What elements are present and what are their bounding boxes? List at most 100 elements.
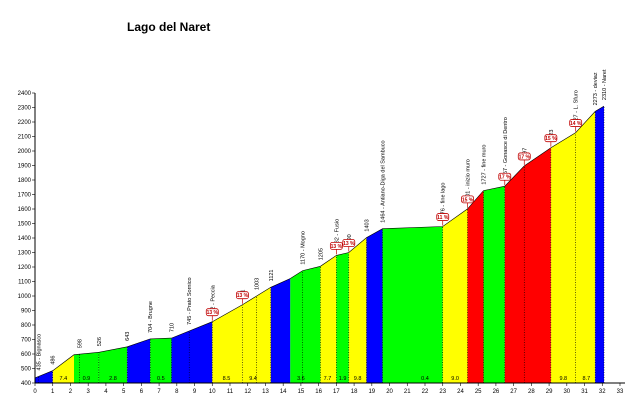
x-tick-label-32: 32 [599, 389, 606, 395]
y-tick-label-2300: 2300 [18, 106, 32, 112]
y-tick-label-400: 400 [21, 381, 32, 387]
x-tick-label-9: 9 [193, 389, 197, 395]
profile-segment-8 [212, 304, 243, 383]
profile-segment-5 [127, 338, 151, 383]
badge-text-7: 17 % [499, 175, 511, 181]
y-tick-label-2100: 2100 [18, 135, 32, 141]
y-tick-label-2200: 2200 [18, 120, 32, 126]
point-label-15: 1282 - Fusio [334, 219, 340, 250]
badge-text-2: 13 % [237, 293, 249, 299]
y-tick-label-1400: 1400 [18, 236, 32, 242]
grade-label-6: 9.4 [249, 376, 257, 382]
grade-label-10: 9.8 [354, 376, 362, 382]
grade-label-3: 2.8 [109, 376, 117, 382]
x-tick-label-18: 18 [351, 389, 358, 395]
profile-segment-10 [270, 278, 291, 383]
x-tick-label-11: 11 [227, 389, 234, 395]
point-label-12: 1121 [269, 269, 275, 281]
profile-segment-4 [98, 346, 128, 383]
grade-label-14: 8.7 [582, 376, 590, 382]
badge-box-8 [517, 152, 531, 161]
badge-box-2 [236, 291, 249, 300]
badge-box-10 [569, 119, 583, 127]
max-grade-badge-2: 13 % [236, 291, 249, 304]
x-tick-label-27: 27 [510, 389, 517, 395]
point-label-7: 710 [169, 323, 175, 332]
y-tick-label-1900: 1900 [18, 164, 32, 170]
x-tick-label-0: 0 [33, 389, 37, 395]
profile-segment-18 [467, 190, 484, 383]
x-tick-label-29: 29 [546, 389, 553, 395]
point-label-17: 1403 [364, 219, 370, 231]
profile-segment-14 [348, 237, 367, 383]
profile-segment-22 [595, 106, 604, 383]
max-grade-badges: 13 %13 %13 % 13 %11 %15 %17 %17 %15 %14 % [205, 119, 583, 321]
x-tick-label-4: 4 [104, 389, 108, 395]
profile-segment-21 [550, 111, 596, 384]
max-grade-badge-6: 15 % [461, 195, 474, 208]
badge-box-9 [544, 134, 558, 143]
x-tick-label-8: 8 [175, 389, 179, 395]
y-tick-label-1200: 1200 [18, 265, 32, 271]
max-grade-badge-5: 11 % [436, 213, 450, 226]
point-label-8: 745 - Prato Sornico [187, 277, 193, 324]
badge-text-9: 15 % [545, 136, 557, 142]
y-tick-label-1000: 1000 [18, 294, 32, 300]
segment-grade-labels: 7.4 0.9 2.8 0.5 8.5 9.4 3.6 7.7 1.9 9.8 0.4 9.0 9.8 8… [60, 376, 591, 382]
grade-label-11: 0.4 [421, 376, 429, 382]
point-label-9: 822 - Peccia [210, 284, 216, 316]
x-tick-label-10: 10 [209, 389, 216, 395]
profile-segment-16 [382, 226, 443, 383]
x-tick-label-6: 6 [140, 389, 144, 395]
y-tick-label-500: 500 [21, 367, 32, 373]
point-label-3: 598 [77, 339, 83, 348]
badge-box-4 [342, 239, 356, 247]
grade-label-8: 7.7 [324, 376, 332, 382]
profile-line [34, 105, 605, 379]
y-tick-label-1500: 1500 [18, 222, 32, 228]
y-tick-label-900: 900 [21, 309, 32, 315]
point-label-4: 526 [97, 337, 103, 346]
x-tick-label-16: 16 [315, 389, 322, 395]
point-label-18: 1464 - Antiano-Diga del Sambuco [381, 140, 387, 222]
point-label-5: 643 [125, 332, 131, 341]
x-tick-label-13: 13 [262, 389, 269, 395]
x-tick-label-7: 7 [157, 389, 161, 395]
point-label-20: 1601 - inizio muro [465, 159, 471, 203]
max-grade-badge-3: 13 % [329, 241, 343, 255]
point-label-2: 486 [51, 355, 57, 364]
grade-label-9: 1.9 [339, 376, 347, 382]
profile-segment-2 [52, 354, 74, 383]
x-tick-label-33: 33 [617, 389, 624, 395]
badge-box-6 [461, 195, 474, 204]
x-tick-label-20: 20 [386, 389, 393, 395]
profile-segment-7 [171, 321, 213, 383]
profile-segment-17 [442, 208, 468, 383]
y-tick-label-1800: 1800 [18, 178, 32, 184]
grade-label-5: 8.5 [223, 376, 231, 382]
badge-text-3: 13 % [331, 244, 343, 250]
grade-label-13: 9.8 [559, 376, 567, 382]
x-tick-label-19: 19 [368, 389, 375, 395]
profile-segment-13 [336, 252, 349, 383]
x-tick-label-23: 23 [439, 389, 446, 395]
grade-label-1: 7.4 [60, 376, 68, 382]
x-tick-label-12: 12 [244, 389, 251, 395]
profile-segment-19 [483, 186, 505, 383]
y-tick-label-700: 700 [21, 338, 32, 344]
x-tick-label-15: 15 [298, 389, 305, 395]
point-label-6: 704 - Brugne [148, 301, 154, 333]
max-grade-badge-10: 14 % [569, 119, 583, 132]
x-tick-label-3: 3 [87, 389, 91, 395]
x-tick-label-31: 31 [581, 389, 588, 395]
point-label-21: 1727 - fine muro [481, 145, 487, 185]
point-label-19: 1476 - fine lago [441, 183, 447, 221]
x-tick-labels: 0 1 2 3 4 5 6 7 8 9 10 11 12 13 14 15 16 17 18 19 20 21 22 23 24… [33, 383, 624, 395]
y-tick-labels: 400 500 600 700 800 900 1000 1100 1200 1300 1400 15… [18, 91, 35, 387]
badge-text-4: 13 % [343, 241, 355, 247]
chart-title: Lago del Naret [127, 20, 210, 34]
badge-box-3 [329, 241, 343, 250]
point-label-11: 1003 [255, 278, 261, 290]
profile-fills [34, 105, 605, 384]
